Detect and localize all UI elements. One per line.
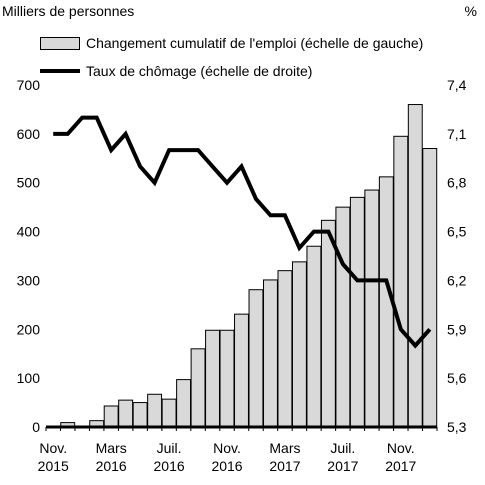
x-tick-label: 2017 xyxy=(269,458,300,474)
bar xyxy=(176,379,192,428)
x-tick-label: Juil. xyxy=(157,440,182,456)
unemployment-rate-line xyxy=(53,115,432,349)
x-tick-label: 2017 xyxy=(385,458,416,474)
bar xyxy=(306,245,322,428)
right-tick-label: 5,3 xyxy=(447,419,467,435)
bar xyxy=(393,135,409,428)
bar xyxy=(118,399,134,428)
bar xyxy=(291,261,307,428)
x-tick-label: 2017 xyxy=(327,458,358,474)
right-tick-label: 5,9 xyxy=(447,321,467,337)
x-tick-label: Nov. xyxy=(39,440,67,456)
x-tick-label: 2016 xyxy=(211,458,242,474)
left-tick-label: 600 xyxy=(17,126,41,142)
bar xyxy=(190,348,206,428)
right-tick-label: 7,1 xyxy=(447,126,467,142)
x-tick-label: 2016 xyxy=(154,458,185,474)
x-tick-label: Juil. xyxy=(330,440,355,456)
legend-label-employment: Changement cumulatif de l'emploi (échell… xyxy=(86,35,424,51)
bar xyxy=(205,329,220,428)
legend-item-employment: Changement cumulatif de l'emploi (échell… xyxy=(40,35,423,51)
right-axis-title: % xyxy=(464,3,477,19)
left-tick-label: 0 xyxy=(32,419,40,435)
bar xyxy=(349,196,365,428)
left-tick-label: 300 xyxy=(17,272,41,288)
bar xyxy=(335,206,351,428)
right-tick-label: 5,6 xyxy=(447,370,467,386)
left-tick-label: 100 xyxy=(17,370,41,386)
x-tick-label: Nov. xyxy=(213,440,241,456)
legend-swatch-bar xyxy=(40,36,80,50)
x-tick-label: 2016 xyxy=(96,458,127,474)
legend-swatch-line xyxy=(40,69,80,73)
x-tick-label: 2015 xyxy=(38,458,69,474)
bar xyxy=(147,393,163,428)
right-tick-label: 7,4 xyxy=(447,77,467,93)
right-tick-label: 6,8 xyxy=(447,175,467,191)
bar xyxy=(422,148,438,428)
bar xyxy=(277,270,293,428)
bar xyxy=(248,289,264,428)
bar xyxy=(320,219,336,428)
bar xyxy=(407,104,423,428)
left-tick-label: 400 xyxy=(17,224,41,240)
x-tick-label: Nov. xyxy=(387,440,415,456)
bar xyxy=(219,329,235,428)
right-tick-label: 6,5 xyxy=(447,224,467,240)
bar xyxy=(132,402,148,428)
legend-item-unemployment: Taux de chômage (échelle de droite) xyxy=(40,63,312,79)
left-tick-label: 500 xyxy=(17,175,41,191)
x-tick-label: Mars xyxy=(96,440,127,456)
left-axis-title: Milliers de personnes xyxy=(2,3,135,19)
x-tick-label: Mars xyxy=(269,440,300,456)
left-tick-label: 700 xyxy=(17,77,41,93)
bar xyxy=(161,398,177,428)
left-tick-label: 200 xyxy=(17,321,41,337)
bar xyxy=(103,405,119,428)
right-tick-label: 6,2 xyxy=(447,272,467,288)
bar xyxy=(263,279,278,428)
legend-label-unemployment: Taux de chômage (échelle de droite) xyxy=(86,63,313,79)
bar xyxy=(364,189,380,428)
bar xyxy=(234,313,249,428)
